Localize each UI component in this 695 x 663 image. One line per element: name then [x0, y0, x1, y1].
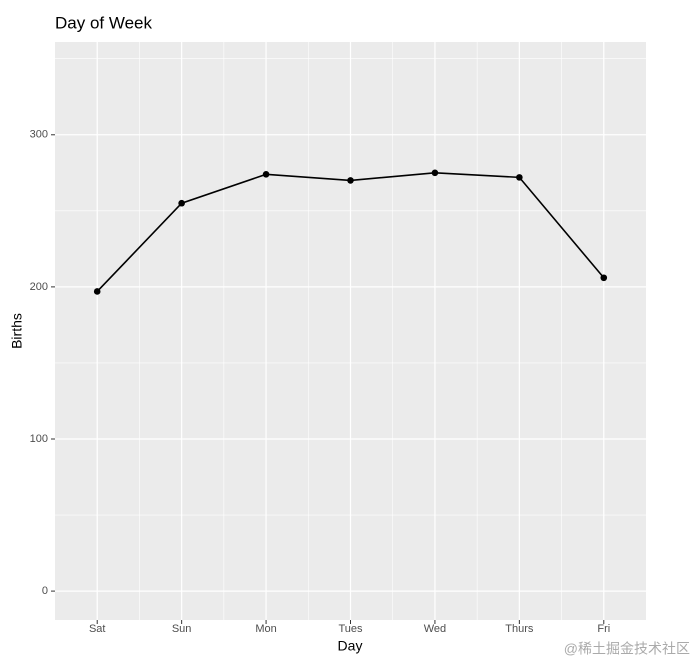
point	[516, 174, 523, 181]
point	[347, 177, 354, 184]
point	[93, 288, 101, 295]
y-tick-label: 100	[30, 433, 48, 445]
point	[600, 274, 608, 282]
x-tick-label: Fri	[597, 623, 610, 635]
x-tick-label: Sat	[89, 623, 106, 635]
x-tick-label: Mon	[255, 623, 276, 635]
chart-title: Day of Week	[55, 13, 153, 32]
point	[431, 169, 439, 177]
y-tick-label: 200	[30, 281, 48, 293]
y-tick-label: 0	[42, 585, 48, 597]
point	[262, 171, 270, 178]
y-tick-label: 300	[30, 129, 48, 141]
x-axis-label: Day	[338, 638, 363, 654]
x-tick-label: Thurs	[505, 623, 534, 635]
x-tick-label: Tues	[338, 623, 363, 635]
point	[178, 199, 185, 207]
x-tick-label: Sun	[172, 623, 192, 635]
x-tick-label: Wed	[424, 623, 446, 635]
watermark: @稀土掘金技术社区	[564, 641, 690, 657]
y-axis-label: Births	[9, 313, 25, 349]
